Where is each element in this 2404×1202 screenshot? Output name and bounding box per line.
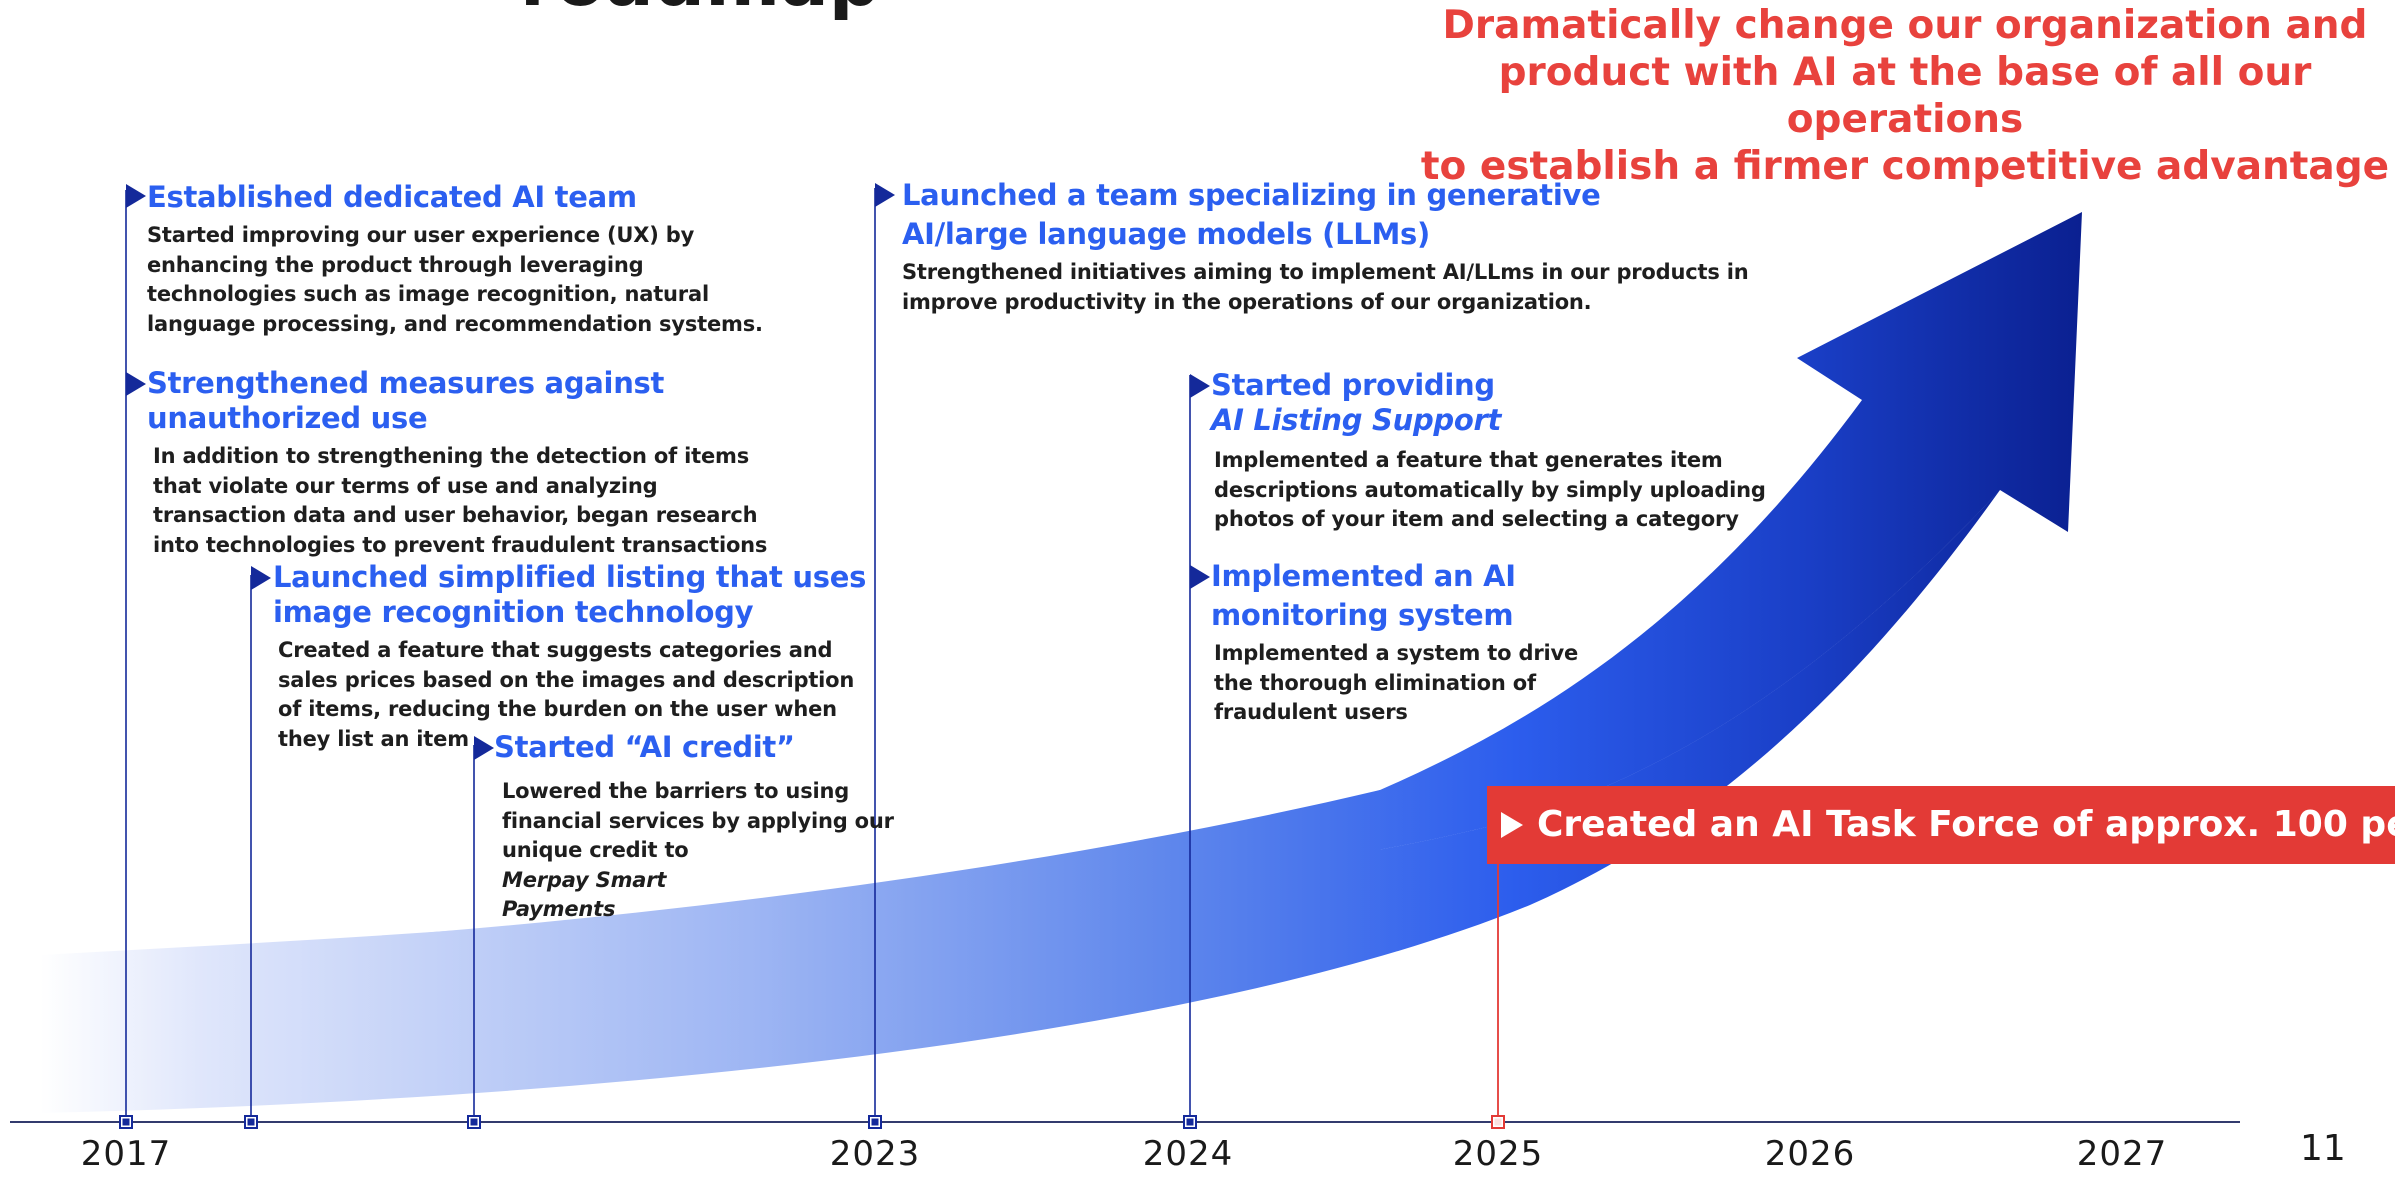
headline-line: product with AI at the base of all our o… <box>1498 50 2312 142</box>
milestone-simplified-listing: Launched simplified listing that uses im… <box>273 560 866 754</box>
milestone-desc-line: financial services by applying our <box>502 808 894 833</box>
milestone-title: Implemented an AI monitoring system <box>1211 557 1578 635</box>
headline: Dramatically change our organization and… <box>1390 2 2404 190</box>
milestone-desc-line: Lowered the barriers to using <box>502 779 850 803</box>
milestone-desc-line: language processing, and recommendation … <box>147 311 763 336</box>
milestone-title-text: Started providing <box>1211 368 1495 402</box>
milestone-title-line: Established dedicated AI team <box>147 180 637 214</box>
task-force-label: Created an AI Task Force of approx. 100 … <box>1537 804 2404 845</box>
headline-line: Dramatically change our organization and <box>1442 3 2368 48</box>
play-triangle-icon <box>1501 812 1523 838</box>
year-label-2023: 2023 <box>829 1134 921 1174</box>
milestone-ai-credit: Started “AI credit” Lowered the barriers… <box>494 730 894 925</box>
year-label-2027: 2027 <box>2076 1134 2168 1174</box>
milestone-description: Created a feature that suggests categori… <box>278 636 866 754</box>
milestone-marker-icon <box>1190 374 1210 398</box>
milestone-desc-line: transaction data and user behavior, bega… <box>153 503 758 527</box>
milestone-description: Strengthened initiatives aiming to imple… <box>902 258 1749 317</box>
milestone-desc-line: the thorough elimination of <box>1214 670 1536 695</box>
milestone-title: Launched a team specializing in generati… <box>902 176 1748 254</box>
milestone-title-line: image recognition technology <box>273 595 754 629</box>
milestone-monitoring: Implemented an AI monitoring system Impl… <box>1211 557 1578 728</box>
milestone-description: Started improving our user experience (U… <box>147 221 763 339</box>
milestone-marker-icon <box>126 184 146 208</box>
milestone-desc-line: Implemented a feature that generates ite… <box>1214 448 1723 472</box>
milestone-title-line: Launched simplified listing that uses <box>273 560 867 594</box>
axis-marker-2023-a <box>871 1118 879 1126</box>
milestone-desc-line: fraudulent users <box>1214 700 1408 724</box>
task-force-banner: Created an AI Task Force of approx. 100 … <box>1487 786 2404 864</box>
milestone-title-line: Started “AI credit” <box>494 730 795 764</box>
milestone-title: Strengthened measures against unauthoriz… <box>147 366 767 436</box>
milestone-desc-text: unique credit to <box>502 838 689 862</box>
milestone-title: Started “AI credit” <box>494 730 894 765</box>
milestone-title: Launched simplified listing that uses im… <box>273 560 866 630</box>
milestone-desc-line: improve productivity in the operations o… <box>902 289 1592 314</box>
milestone-desc-line: sales prices based on the images and des… <box>278 667 855 692</box>
milestone-desc-line: descriptions automatically by simply upl… <box>1214 477 1766 502</box>
milestone-title: Started providing AI Listing Support <box>1211 368 1766 438</box>
axis-marker-listing-a <box>247 1118 255 1126</box>
milestone-desc-line: Created a feature that suggests categori… <box>278 638 833 662</box>
milestone-description: Implemented a system to drive the thorou… <box>1214 639 1578 728</box>
growth-arrow-lower-band <box>40 490 2000 1113</box>
milestone-desc-line: they list an item <box>278 726 469 751</box>
milestone-title-emphasis: AI Listing Support <box>1211 403 1502 437</box>
milestone-desc-line: In addition to strengthening the detecti… <box>153 444 750 468</box>
milestone-desc-line: technologies such as image recognition, … <box>147 282 709 306</box>
milestone-title-line: AI/large language models (LLMs) <box>902 217 1430 251</box>
milestone-desc-emphasis: Merpay Smart <box>502 867 667 892</box>
milestone-desc-line: of items, reducing the burden on the use… <box>278 697 837 721</box>
milestone-genai-team: Launched a team specializing in generati… <box>902 176 1749 317</box>
milestone-desc-line: Implemented a system to drive <box>1214 641 1579 665</box>
milestone-title: Established dedicated AI team <box>147 180 763 215</box>
milestone-marker-icon <box>875 183 895 207</box>
milestone-title-line: monitoring system <box>1211 598 1514 632</box>
milestone-title-line: Implemented an AI <box>1211 559 1516 593</box>
milestone-ai-team: Established dedicated AI team Started im… <box>147 180 763 339</box>
milestone-title-line: Launched a team specializing in generati… <box>902 178 1601 212</box>
milestone-title-line: Strengthened measures against <box>147 366 665 400</box>
milestone-title-line: unauthorized use <box>147 401 428 435</box>
milestone-title-line: Started providing AI Listing Support <box>1211 368 1766 438</box>
year-label-2017: 2017 <box>80 1134 172 1174</box>
growth-arrow-tail <box>40 790 1380 955</box>
milestone-desc-line: into technologies to prevent fraudulent … <box>153 532 768 557</box>
milestone-description: In addition to strengthening the detecti… <box>153 442 767 560</box>
milestone-desc-emphasis: Payments <box>502 897 616 921</box>
axis-marker-2024-a <box>1186 1118 1194 1126</box>
year-label-2025: 2025 <box>1452 1134 1544 1174</box>
milestone-desc-line: photos of your item and selecting a cate… <box>1214 507 1739 531</box>
milestone-desc-line: enhancing the product through leveraging <box>147 252 644 277</box>
milestone-description: Implemented a feature that generates ite… <box>1214 446 1766 535</box>
milestone-marker-icon <box>126 372 146 396</box>
milestone-listing-support: Started providing AI Listing Support Imp… <box>1211 368 1766 535</box>
axis-marker-credit-a <box>470 1118 478 1126</box>
milestone-marker-icon <box>251 566 271 590</box>
milestone-unauthorized-use: Strengthened measures against unauthoriz… <box>147 366 767 560</box>
milestone-desc-line: Started improving our user experience (U… <box>147 223 695 247</box>
year-label-2024: 2024 <box>1142 1134 1234 1174</box>
axis-marker-2017-a <box>122 1118 130 1126</box>
year-label-2026: 2026 <box>1764 1134 1856 1174</box>
milestone-description: Lowered the barriers to using financial … <box>502 777 894 925</box>
milestone-marker-icon <box>474 736 494 760</box>
slide-title-fragment: roadmap <box>520 0 880 22</box>
headline-line: to establish a firmer competitive advant… <box>1420 144 2390 189</box>
page-number: 11 <box>2300 1128 2346 1169</box>
milestone-desc-line: unique credit to Merpay Smart <box>502 836 894 895</box>
milestone-marker-icon <box>1190 565 1210 589</box>
milestone-desc-line: that violate our terms of use and analyz… <box>153 473 658 498</box>
growth-arrow <box>40 212 2082 955</box>
axis-marker-2025-a <box>1494 1118 1502 1126</box>
milestone-desc-line: Strengthened initiatives aiming to imple… <box>902 260 1749 284</box>
